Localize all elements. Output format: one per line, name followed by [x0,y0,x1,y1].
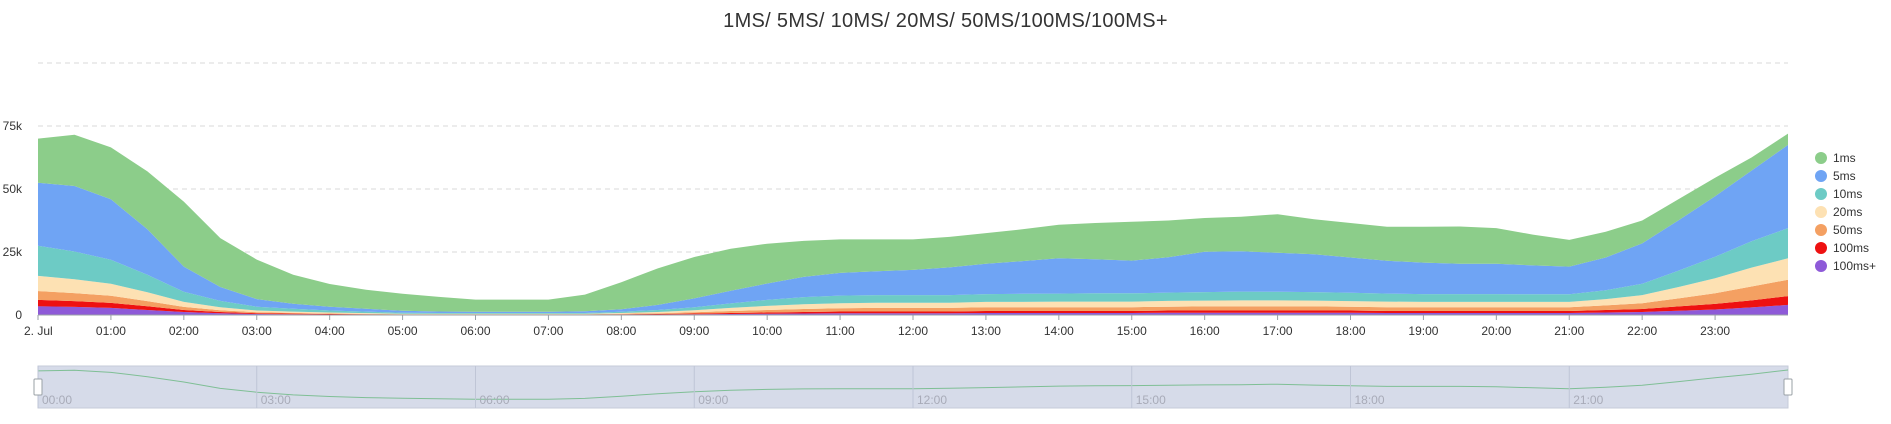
area-series-5ms[interactable] [38,144,1788,313]
y-axis: 0 25k 50k 75k [3,119,23,322]
legend-marker [1815,170,1827,182]
x-tick-label: 20:00 [1481,324,1511,338]
x-axis: 2. Jul 01:00 02:00 03:00 04:00 05:00 06:00 07:0… [24,315,1730,338]
legend-item-100ms[interactable]: 100ms [1815,241,1869,255]
legend-item-50ms[interactable]: 50ms [1815,223,1862,237]
legend-label: 50ms [1833,223,1862,237]
navigator-label: 00:00 [42,393,72,407]
x-tick-label: 15:00 [1117,324,1147,338]
x-tick-label: 21:00 [1554,324,1584,338]
navigator-label: 03:00 [261,393,291,407]
x-tick-label: 08:00 [606,324,636,338]
legend-item-5ms[interactable]: 5ms [1815,169,1856,183]
area-series-10ms[interactable] [38,228,1788,314]
legend-label: 1ms [1833,151,1856,165]
legend-marker [1815,152,1827,164]
x-tick-label: 14:00 [1044,324,1074,338]
y-tick-label: 50k [3,182,23,196]
x-tick-label: 2. Jul [24,324,53,338]
navigator-label: 21:00 [1573,393,1603,407]
x-tick-label: 05:00 [388,324,418,338]
x-tick-label: 06:00 [460,324,490,338]
x-tick-label: 11:00 [826,324,855,338]
x-tick-label: 16:00 [1190,324,1220,338]
legend-item-10ms[interactable]: 10ms [1815,187,1862,201]
navigator-label: 12:00 [917,393,947,407]
legend-label: 20ms [1833,205,1862,219]
legend-label: 100ms+ [1833,259,1876,273]
x-tick-label: 19:00 [1408,324,1438,338]
area-series-20ms[interactable] [38,258,1788,315]
x-tick-label: 10:00 [752,324,782,338]
area-series-100ms[interactable] [38,296,1788,315]
x-tick-label: 04:00 [315,324,345,338]
legend-label: 10ms [1833,187,1862,201]
legend-label: 5ms [1833,169,1856,183]
legend-marker [1815,224,1827,236]
chart-title: 1MS/ 5MS/ 10MS/ 20MS/ 50MS/100MS/100MS+ [723,10,1168,32]
zoom-navigator[interactable]: 00:00 03:00 06:00 09:00 12:00 15:00 18:00 21:00 [33,365,1793,409]
y-tick-label: 0 [15,308,22,322]
x-tick-label: 17:00 [1263,324,1293,338]
area-series-100msplus[interactable] [38,304,1788,315]
x-tick-label: 01:00 [96,324,126,338]
legend-label: 100ms [1833,241,1869,255]
area-series-50ms[interactable] [38,279,1788,315]
x-tick-label: 22:00 [1627,324,1657,338]
navigator-label: 15:00 [1136,393,1166,407]
x-tick-label: 13:00 [971,324,1001,338]
legend-marker [1815,242,1827,254]
y-tick-label: 75k [3,119,23,133]
x-tick-label: 02:00 [169,324,199,338]
y-tick-label: 25k [3,245,23,259]
navigator-right-handle[interactable] [1783,378,1793,396]
x-tick-label: 23:00 [1700,324,1730,338]
navigator-label: 18:00 [1355,393,1385,407]
navigator-left-handle[interactable] [33,378,43,396]
x-tick-label: 09:00 [679,324,709,338]
x-tick-label: 07:00 [533,324,563,338]
legend-item-1ms[interactable]: 1ms [1815,151,1856,165]
x-tick-label: 03:00 [242,324,272,338]
navigator-label: 06:00 [480,393,510,407]
legend-item-100msplus[interactable]: 100ms+ [1815,259,1876,273]
legend-marker [1815,188,1827,200]
legend-marker [1815,206,1827,218]
grid-lines [38,62,1788,253]
plot-area[interactable] [38,133,1788,316]
x-tick-label: 12:00 [898,324,928,338]
navigator-label: 09:00 [698,393,728,407]
legend-item-20ms[interactable]: 20ms [1815,205,1862,219]
legend: 1ms 5ms 10ms 20ms 50ms 100ms 100ms+ [1815,151,1876,273]
legend-marker [1815,260,1827,272]
x-tick-label: 18:00 [1335,324,1365,338]
